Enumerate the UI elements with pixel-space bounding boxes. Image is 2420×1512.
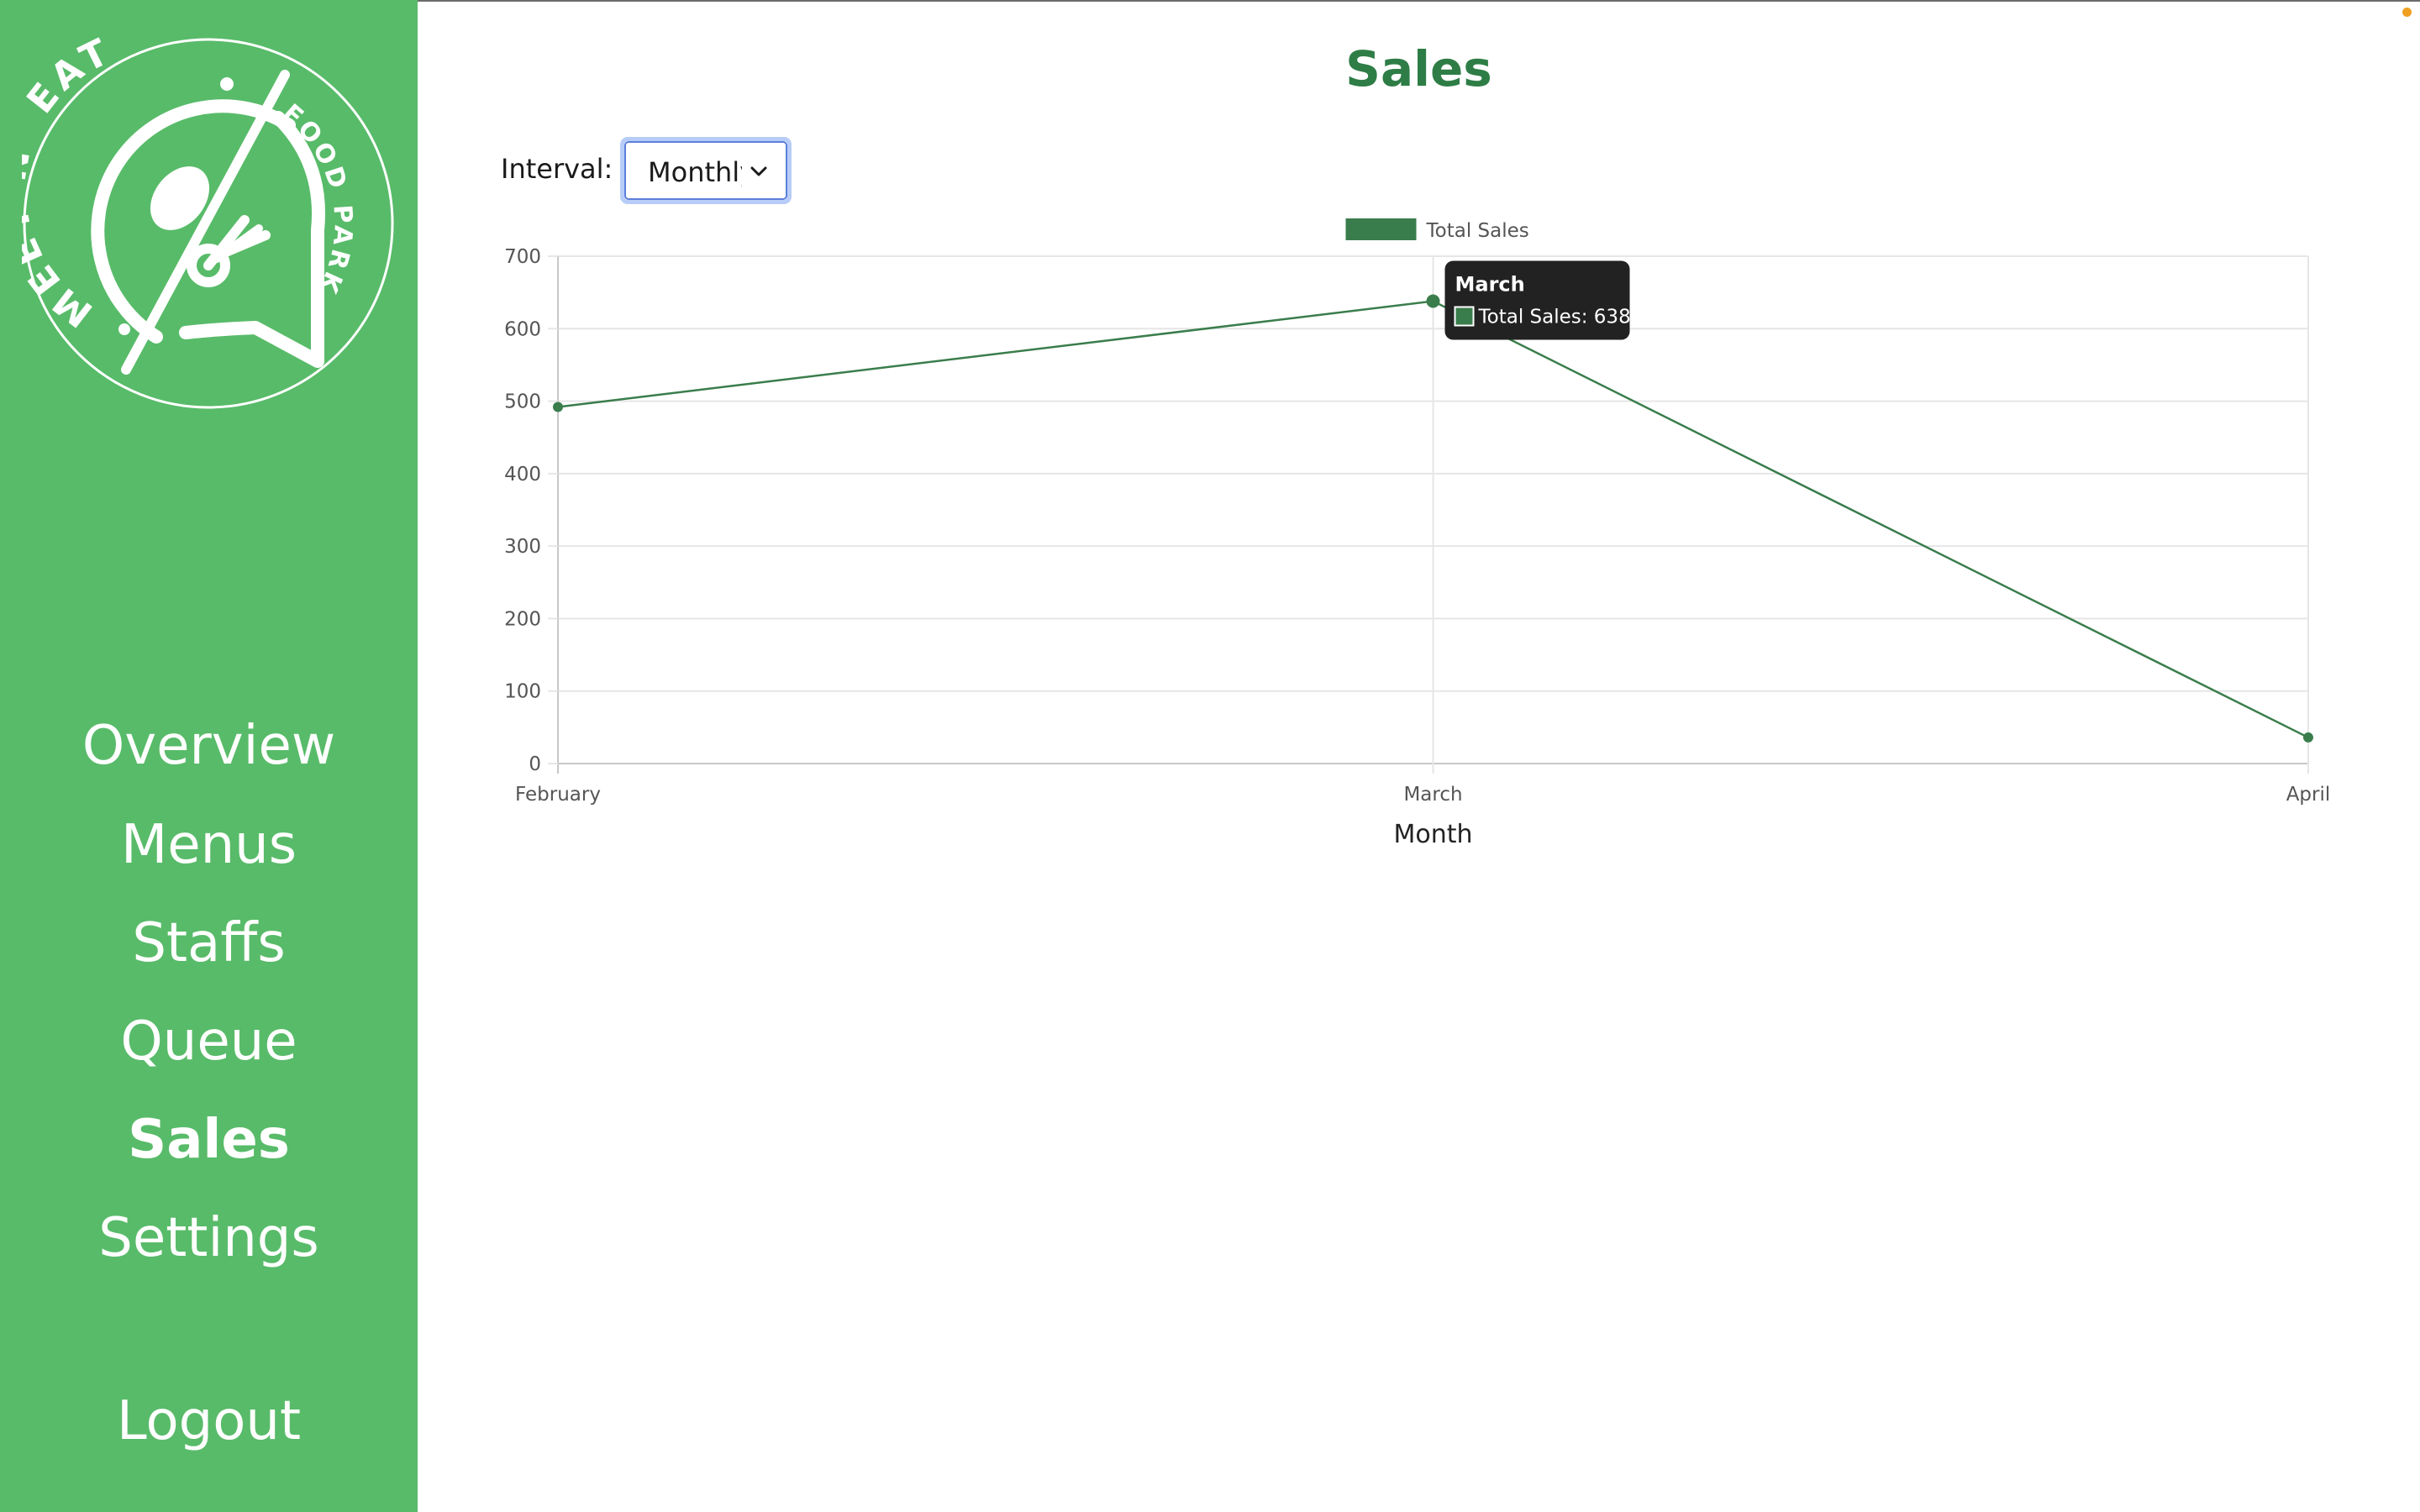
data-point[interactable]	[553, 402, 563, 412]
interval-label: Interval:	[501, 153, 613, 185]
data-point[interactable]	[2303, 732, 2313, 743]
sidebar-item-staffs[interactable]: Staffs	[132, 912, 286, 974]
tooltip-background	[1444, 260, 1630, 340]
interval-select[interactable]: Monthly	[620, 137, 792, 204]
y-tick-label: 200	[504, 608, 541, 630]
legend-label-total-sales: Total Sales	[1426, 220, 1529, 242]
tooltip-swatch	[1454, 306, 1475, 327]
logout-button[interactable]: Logout	[116, 1390, 302, 1452]
x-tick-label: March	[1403, 784, 1462, 806]
chevron-down-icon	[750, 166, 767, 176]
x-tick-label: February	[515, 784, 601, 806]
y-tick-label: 300	[504, 536, 541, 558]
y-tick-label: 100	[504, 681, 541, 703]
logo: MEET N' EAT FOOD PARK	[22, 37, 394, 409]
series-total-sales	[553, 294, 2313, 743]
data-point[interactable]	[1426, 294, 1440, 308]
x-tick-label: April	[2286, 784, 2331, 806]
y-tick-label: 600	[504, 318, 541, 340]
chart-tooltip: March Total Sales: 638	[1444, 260, 1631, 340]
interval-select-focus-ring	[624, 141, 787, 200]
y-tick-label: 500	[504, 391, 541, 413]
sidebar-item-queue[interactable]: Queue	[120, 1011, 297, 1073]
sidebar: MEET N' EAT FOOD PARK Overview Menus Sta…	[0, 0, 418, 1512]
window-top-border	[0, 0, 2420, 2]
chart-grid	[557, 255, 2309, 774]
page-title: Sales	[1345, 40, 1492, 97]
y-tick-label: 400	[504, 464, 541, 486]
sidebar-item-menus[interactable]: Menus	[120, 814, 297, 876]
sidebar-item-overview[interactable]: Overview	[82, 715, 336, 777]
y-tick-label: 700	[504, 246, 541, 268]
y-tick-label: 0	[529, 753, 541, 775]
tooltip-title: March	[1455, 272, 1525, 296]
status-dot	[2402, 8, 2412, 17]
sidebar-item-sales[interactable]: Sales	[128, 1109, 290, 1171]
x-axis-title: Month	[1393, 820, 1472, 849]
tooltip-text: Total Sales: 638	[1478, 306, 1631, 328]
chart-axes: 0 100 200 300 400 500 600 700 February March April	[504, 246, 2330, 806]
legend-swatch	[1345, 218, 1417, 240]
interval-select-value: Monthly	[648, 156, 742, 188]
sidebar-item-settings[interactable]: Settings	[98, 1207, 319, 1269]
chart-legend[interactable]: Total Sales	[1345, 218, 1529, 242]
